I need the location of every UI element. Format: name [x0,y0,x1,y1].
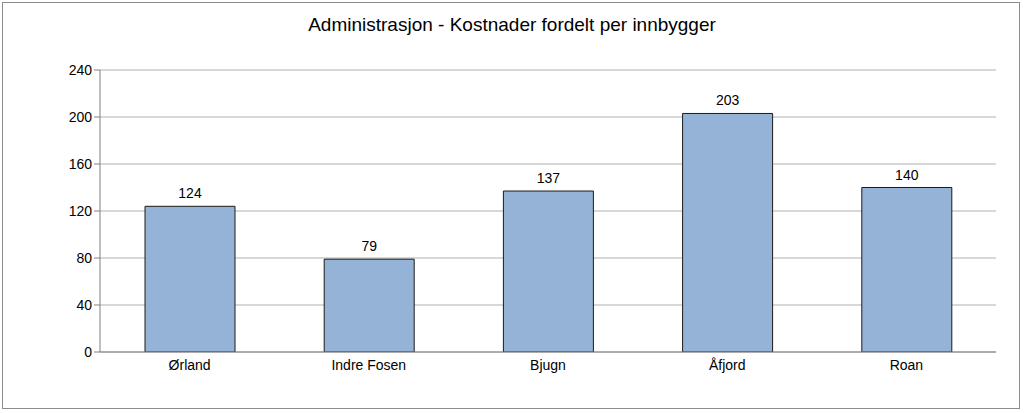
svg-text:Ørland: Ørland [169,357,211,373]
svg-text:137: 137 [537,170,561,186]
svg-text:124: 124 [178,185,202,201]
svg-text:140: 140 [895,167,919,183]
svg-text:120: 120 [69,203,93,219]
svg-text:200: 200 [69,109,93,125]
svg-text:80: 80 [76,250,92,266]
svg-text:240: 240 [69,62,93,78]
svg-text:Åfjord: Åfjord [709,357,746,373]
svg-text:Roan: Roan [890,357,923,373]
svg-text:160: 160 [69,156,93,172]
svg-text:Indre Fosen: Indre Fosen [331,357,406,373]
svg-text:79: 79 [361,238,377,254]
svg-text:0: 0 [84,344,92,360]
svg-text:203: 203 [716,92,740,108]
svg-text:Bjugn: Bjugn [530,357,566,373]
svg-text:40: 40 [76,297,92,313]
html-text:Administrasjon - Kostnader for: Administrasjon - Kostnader fordelt per i… [308,14,716,35]
